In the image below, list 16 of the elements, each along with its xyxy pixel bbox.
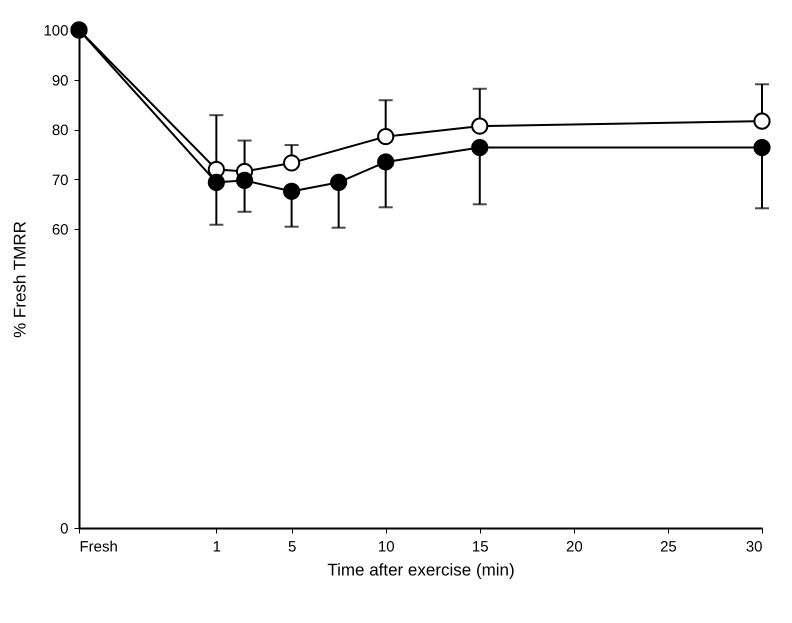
y-tick-label: 0 <box>60 520 68 538</box>
x-tick-label: Fresh <box>80 538 118 556</box>
x-tick-label: 20 <box>566 538 583 556</box>
y-tick-label: 90 <box>52 72 68 90</box>
y-tick-label: 70 <box>52 172 68 189</box>
y-tick-label: 80 <box>52 122 68 140</box>
x-tick-label: 1 <box>212 538 222 556</box>
x-tick-label: 15 <box>472 538 489 556</box>
y-tick-label: 60 <box>52 222 68 239</box>
x-tick-label: 10 <box>378 538 395 556</box>
x-axis-title: Time after exercise (min) <box>327 560 515 580</box>
y-tick-label: 100 <box>43 22 68 40</box>
x-tick-label: 25 <box>660 538 677 556</box>
x-tick-label: 30 <box>746 538 762 556</box>
x-tick-label: 5 <box>288 538 296 556</box>
y-axis-title: % Fresh TMRR <box>10 221 30 338</box>
